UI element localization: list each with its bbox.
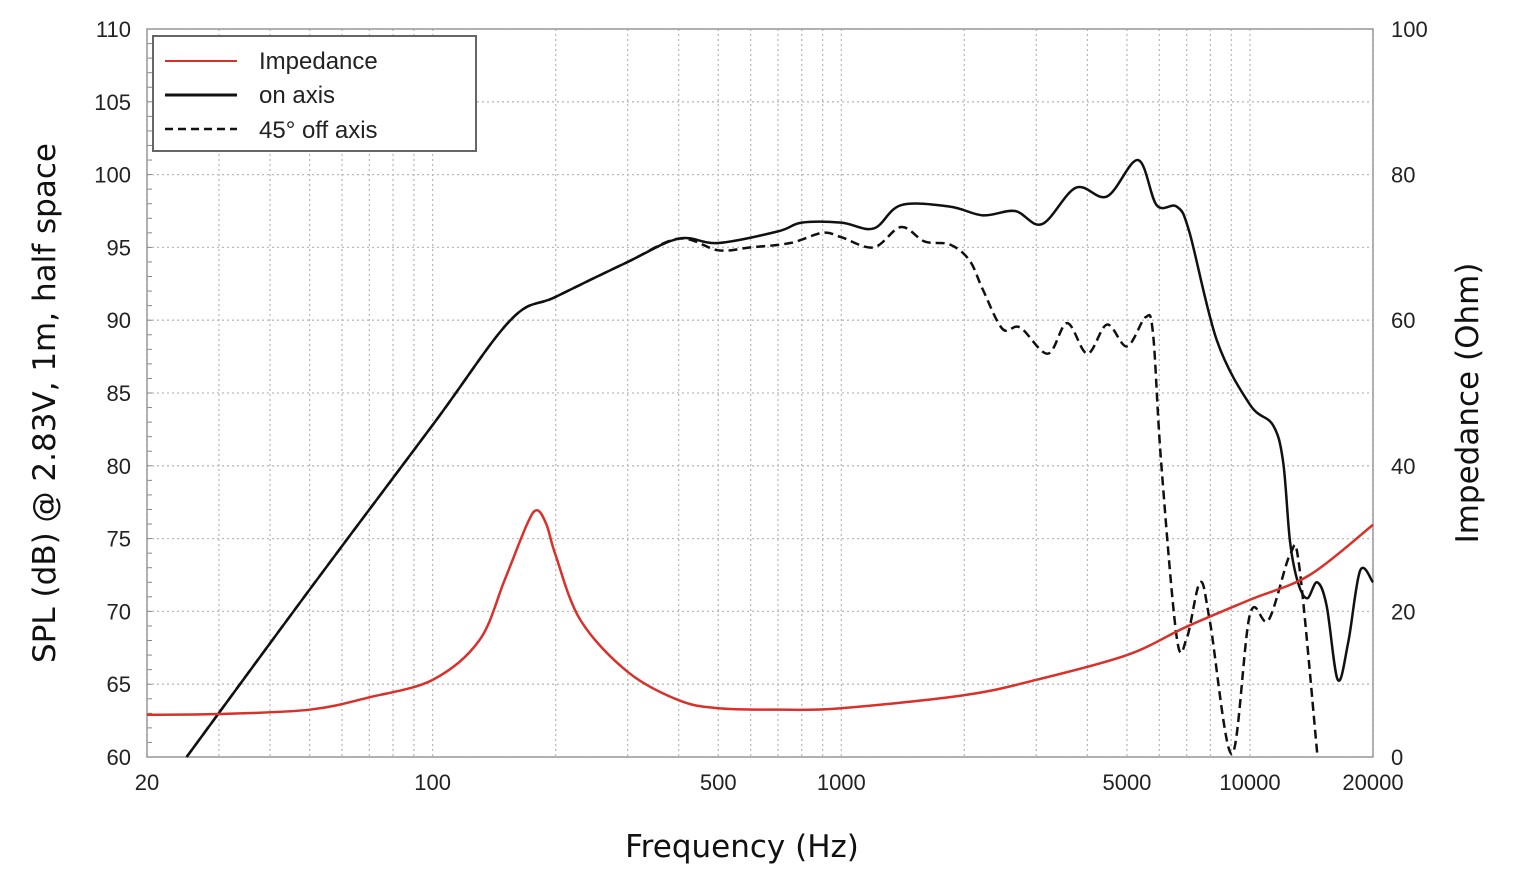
x-axis-title: Frequency (Hz) <box>625 829 859 865</box>
y2-tick-label: 0 <box>1391 745 1403 770</box>
plot-frame <box>146 28 1374 758</box>
y-tick-label: 80 <box>107 454 131 479</box>
x-tick-label: 5000 <box>1102 770 1151 795</box>
series-line-on-axis <box>185 158 1375 758</box>
legend-label-on-axis: on axis <box>259 82 335 109</box>
y2-tick-label: 100 <box>1391 17 1428 42</box>
legend-label-impedance: Impedance <box>259 48 378 75</box>
y2-tick-label: 80 <box>1391 163 1415 188</box>
y-tick-label: 65 <box>107 672 131 697</box>
x-tick-label: 20000 <box>1342 770 1403 795</box>
grid <box>146 28 1374 758</box>
series-line-45-off-axis <box>185 225 1319 758</box>
legend: Impedance on axis 45° off axis <box>152 35 477 152</box>
y2-tick-label: 40 <box>1391 454 1415 479</box>
x-tick-label: 1000 <box>817 770 866 795</box>
y-tick-label: 105 <box>94 90 131 115</box>
y-tick-label: 70 <box>107 599 131 624</box>
x-tick-label: 10000 <box>1219 770 1280 795</box>
x-tick-label: 100 <box>414 770 451 795</box>
y-tick-label: 110 <box>96 17 131 42</box>
y-tick-label: 85 <box>107 381 131 406</box>
legend-label-off-axis: 45° off axis <box>259 117 378 144</box>
y-tick-label: 75 <box>107 527 131 552</box>
y-tick-label: 90 <box>107 308 131 333</box>
y2-tick-label: 60 <box>1391 308 1415 333</box>
x-tick-label: 500 <box>700 770 737 795</box>
y2-axis-title: Impedance (Ohm) <box>1450 263 1486 544</box>
y-tick-label: 100 <box>94 163 131 188</box>
series-line-impedance <box>146 508 1374 717</box>
y2-tick-label: 20 <box>1391 599 1415 624</box>
y-tick-label: 95 <box>107 235 131 260</box>
y-axis-title: SPL (dB) @ 2.83V, 1m, half space <box>27 143 63 663</box>
x-tick-label: 20 <box>135 770 159 795</box>
y-tick-label: 60 <box>107 745 131 770</box>
